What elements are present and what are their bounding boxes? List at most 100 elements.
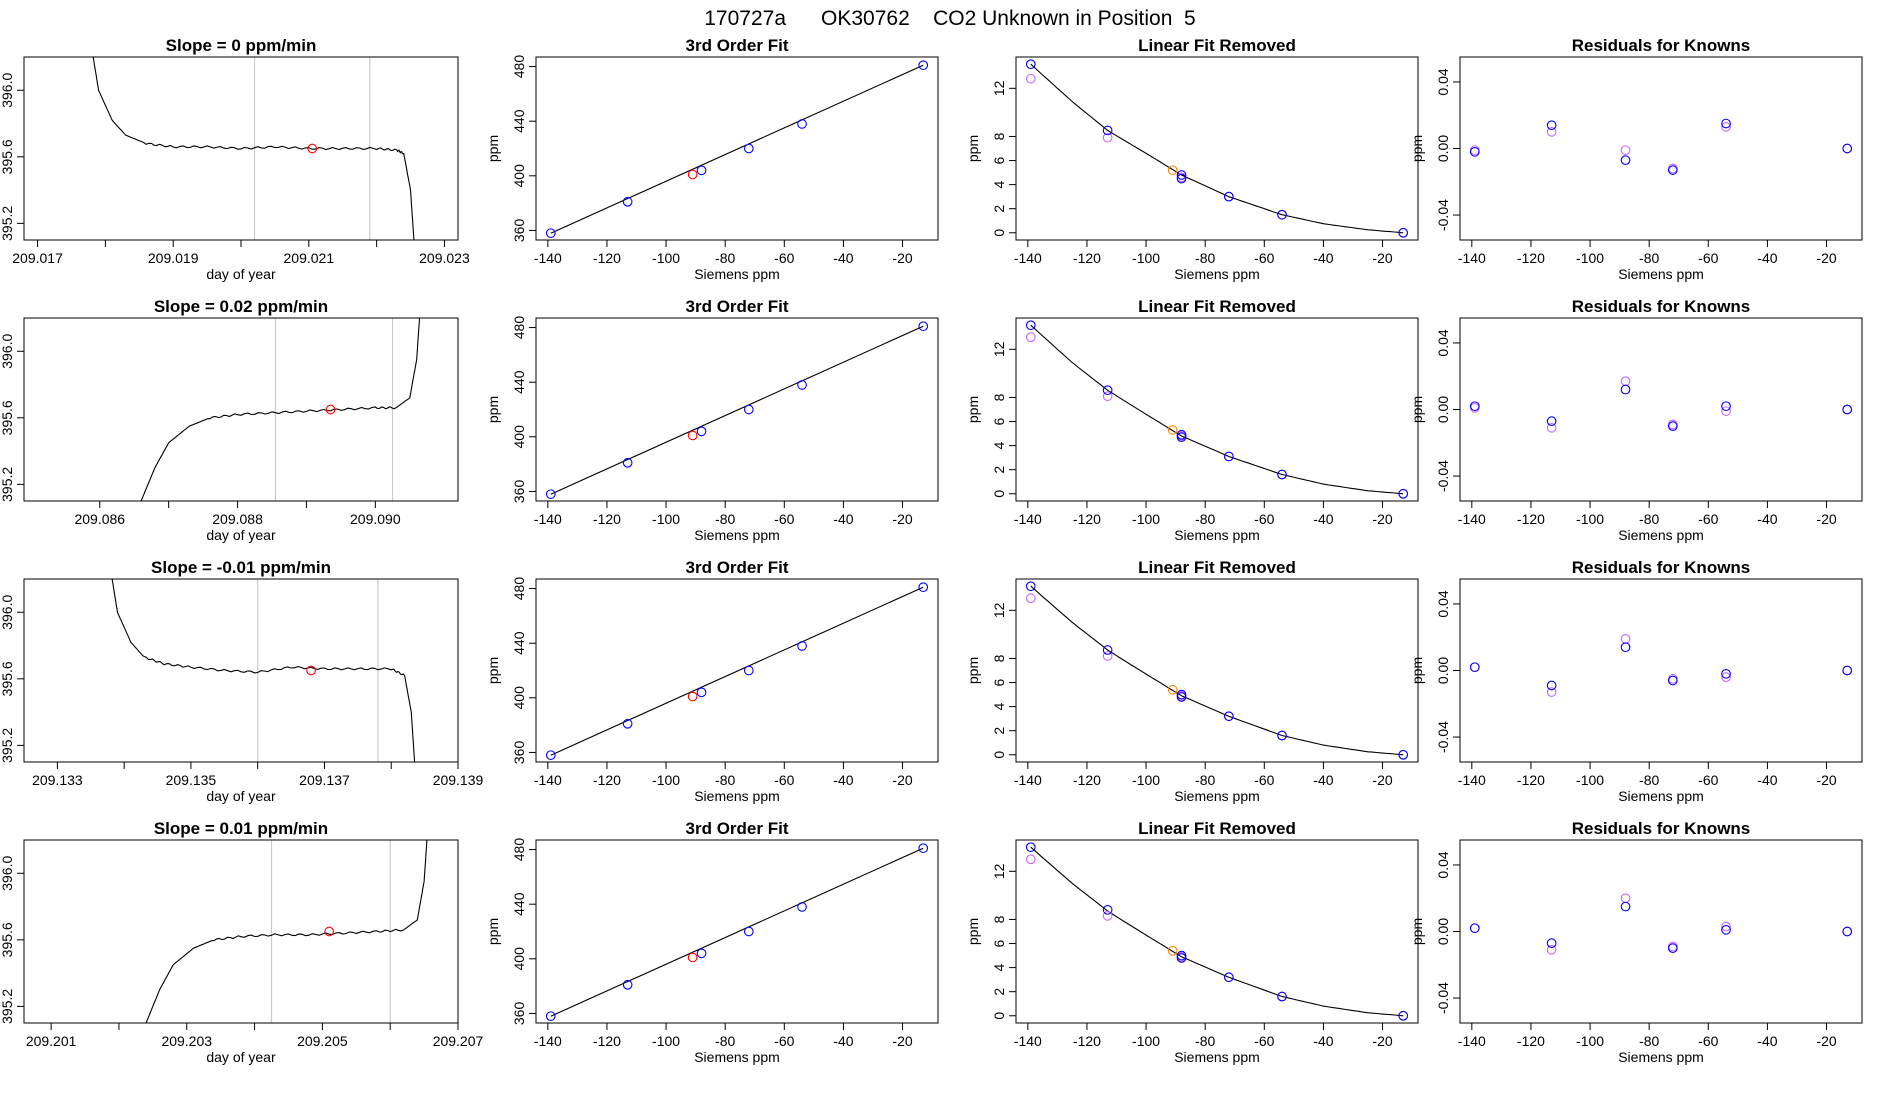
y-tick-label: 2 (991, 205, 1007, 213)
y-tick-label: 8 (991, 132, 1007, 140)
x-tick-label: -60 (1698, 772, 1718, 788)
residual-point (1620, 384, 1631, 395)
x-tick-label: 209.023 (419, 250, 470, 266)
y-tick-label: 6 (991, 417, 1007, 425)
x-tick-label: -40 (1757, 511, 1777, 527)
y-tick-label: 8 (991, 393, 1007, 401)
x-axis-label: Siemens ppm (694, 1049, 780, 1065)
panel-title: Linear Fit Removed (1138, 558, 1296, 577)
plot-frame (23, 578, 459, 763)
x-tick-label: -140 (1014, 511, 1042, 527)
residuals-panel-r2: Residuals for Knowns -140 -120 -100 -80 -60 -4… (1409, 297, 1863, 543)
residual-alt-point (1721, 406, 1731, 417)
y-tick-label: 12 (991, 863, 1007, 879)
data-line (140, 318, 421, 501)
panel-title: Residuals for Knowns (1572, 297, 1751, 316)
y-tick-label: 360 (511, 480, 527, 504)
known-point (1176, 173, 1187, 184)
linear-removed-panel-r2: Linear Fit Removed -140 -120 -100 -80 -60 -40 -… (965, 297, 1419, 543)
time-series-panel-r2: Slope = 0.02 ppm/min 209.086 209.088 209.09… (0, 297, 459, 543)
fit-panel-r3: 3rd Order Fit -140 -120 -100 -80 -60 -40 -20 360… (485, 558, 939, 804)
residual-alt-point (1620, 376, 1631, 387)
unknown-point (687, 169, 698, 180)
residual-point (1721, 401, 1731, 412)
x-tick-label: -120 (1073, 511, 1101, 527)
x-tick-label: -120 (1517, 511, 1545, 527)
x-tick-label: -20 (1372, 250, 1392, 266)
y-tick-label: 4 (991, 442, 1007, 450)
y-tick-label: 6 (991, 678, 1007, 686)
x-tick-label: -40 (1757, 250, 1777, 266)
unknown-point (1167, 945, 1178, 956)
x-tick-label: -40 (1313, 511, 1333, 527)
y-tick-label: 0 (991, 751, 1007, 759)
known-point (743, 143, 754, 154)
x-tick-label: -40 (1757, 1033, 1777, 1049)
panel-title: Residuals for Knowns (1572, 558, 1751, 577)
plot-area (1025, 581, 1409, 760)
panel-title: Linear Fit Removed (1138, 36, 1296, 55)
known-alt-point (1102, 910, 1113, 921)
known-point (797, 380, 807, 390)
y-tick-label: 480 (511, 55, 527, 79)
y-tick-label: 395.6 (0, 400, 15, 435)
x-tick-label: 209.021 (284, 250, 335, 266)
known-point (1176, 429, 1187, 440)
x-tick-label: -120 (1517, 1033, 1545, 1049)
known-point (1277, 469, 1287, 480)
plot-frame (535, 578, 939, 763)
residual-alt-point (1721, 672, 1731, 683)
known-point (1398, 488, 1409, 499)
y-tick-label: 395.6 (0, 139, 15, 174)
residual-alt-point (1721, 122, 1731, 132)
panel-title: Residuals for Knowns (1572, 819, 1751, 838)
residual-point (1842, 926, 1853, 937)
linear-removed-panel-r3: Linear Fit Removed -140 -120 -100 -80 -60 -40 -… (965, 558, 1419, 804)
known-point (1176, 689, 1187, 700)
y-tick-label: 0.00 (1435, 918, 1451, 945)
x-tick-label: -80 (1639, 250, 1659, 266)
plot-area (1469, 118, 1853, 175)
y-tick-label: 395.6 (0, 922, 15, 957)
data-line (145, 840, 428, 1023)
x-tick-label: -60 (774, 1033, 794, 1049)
x-axis-label: Siemens ppm (1618, 1049, 1704, 1065)
x-tick-label: -40 (833, 250, 853, 266)
panel-title: Slope = -0.01 ppm/min (151, 558, 331, 577)
plot-frame (1015, 839, 1419, 1024)
x-tick-label: -120 (1073, 772, 1101, 788)
y-axis-label: ppm (965, 918, 981, 945)
x-tick-label: -60 (1254, 1033, 1274, 1049)
x-tick-label: -60 (774, 772, 794, 788)
x-tick-label: -20 (1372, 511, 1392, 527)
residual-alt-point (1546, 944, 1557, 955)
x-axis-label: Siemens ppm (1174, 527, 1260, 543)
plot-area (545, 582, 929, 761)
y-axis-label: ppm (1409, 657, 1425, 684)
y-tick-label: 440 (511, 109, 527, 133)
panel-title: 3rd Order Fit (686, 558, 789, 577)
x-tick-label: -140 (534, 250, 562, 266)
y-tick-label: 4 (991, 964, 1007, 972)
y-tick-label: 12 (991, 80, 1007, 96)
x-tick-label: -60 (774, 250, 794, 266)
x-axis-label: day of year (206, 527, 276, 543)
known-point (696, 165, 707, 176)
known-point (622, 196, 633, 207)
x-tick-label: -60 (1698, 511, 1718, 527)
known-point (622, 718, 633, 729)
residual-point (1667, 675, 1678, 686)
sample-marker (325, 404, 336, 415)
x-tick-label: -140 (1458, 772, 1486, 788)
plot-area (545, 321, 929, 500)
y-tick-label: -0.04 (1435, 982, 1451, 1014)
x-tick-label: -140 (534, 1033, 562, 1049)
x-tick-label: -100 (1576, 772, 1604, 788)
known-point (622, 979, 633, 990)
x-tick-label: -80 (1639, 772, 1659, 788)
fit-curve (1030, 585, 1404, 756)
x-tick-label: -20 (892, 1033, 912, 1049)
x-tick-label: -80 (715, 250, 735, 266)
unknown-point (687, 952, 698, 963)
known-point (1277, 209, 1287, 220)
